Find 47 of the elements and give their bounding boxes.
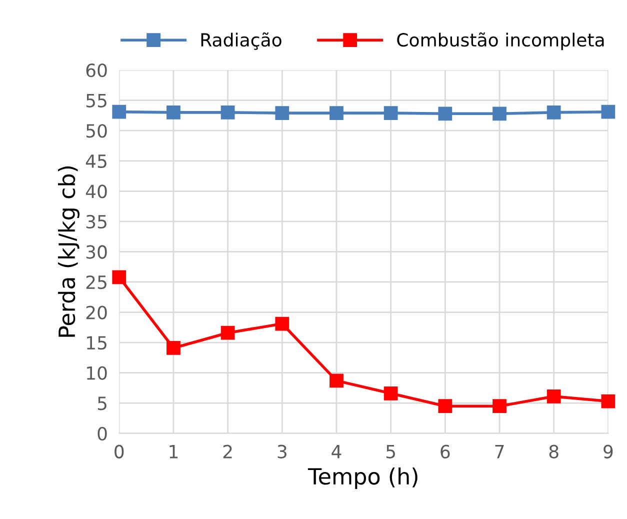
point xyxy=(492,399,506,414)
point xyxy=(601,394,616,408)
y-axis-title: Perda (kJ/kg cb) xyxy=(58,166,80,337)
y-tick-label: 45 xyxy=(86,154,106,168)
point xyxy=(330,106,344,120)
point xyxy=(330,374,344,388)
point xyxy=(112,104,126,119)
point xyxy=(220,326,235,340)
point xyxy=(384,386,398,400)
point xyxy=(112,270,126,284)
x-tick-label: 0 xyxy=(114,444,124,458)
y-tick-label: 10 xyxy=(87,366,107,380)
x-tick-label: 2 xyxy=(223,444,232,458)
x-tick-label: 5 xyxy=(386,445,395,458)
legend-label: Combustão incompleta xyxy=(397,32,604,50)
x-tick-label: 1 xyxy=(170,445,178,458)
point xyxy=(275,106,290,120)
y-tick-label: 5 xyxy=(98,396,106,410)
legend-label: Radiação xyxy=(201,32,282,50)
point xyxy=(546,389,561,404)
y-tick-label: 0 xyxy=(98,426,107,440)
y-tick-label: 25 xyxy=(86,275,106,290)
y-tick-label: 50 xyxy=(86,124,107,138)
point xyxy=(546,106,561,120)
point xyxy=(438,106,452,121)
point xyxy=(220,106,235,120)
x-axis-title: Tempo (h) xyxy=(308,468,418,490)
point xyxy=(384,106,398,120)
y-tick-label: 30 xyxy=(86,245,107,259)
x-tick-label: 8 xyxy=(549,444,558,458)
point xyxy=(492,106,506,121)
x-tick-label: 9 xyxy=(604,444,613,458)
y-tick-label: 60 xyxy=(86,64,107,78)
point xyxy=(438,399,452,414)
y-tick-label: 55 xyxy=(86,94,106,108)
point xyxy=(601,104,616,119)
x-tick-label: 6 xyxy=(440,444,450,458)
point xyxy=(275,316,290,331)
y-tick-label: 40 xyxy=(86,184,107,198)
y-tick-label: 20 xyxy=(86,306,107,320)
y-tick-label: 35 xyxy=(86,214,106,229)
x-tick-label: 7 xyxy=(495,445,504,458)
x-tick-label: 3 xyxy=(278,444,286,458)
x-tick-label: 4 xyxy=(332,445,342,458)
y-tick-label: 15 xyxy=(87,336,106,350)
point xyxy=(166,341,180,355)
point xyxy=(166,106,180,120)
